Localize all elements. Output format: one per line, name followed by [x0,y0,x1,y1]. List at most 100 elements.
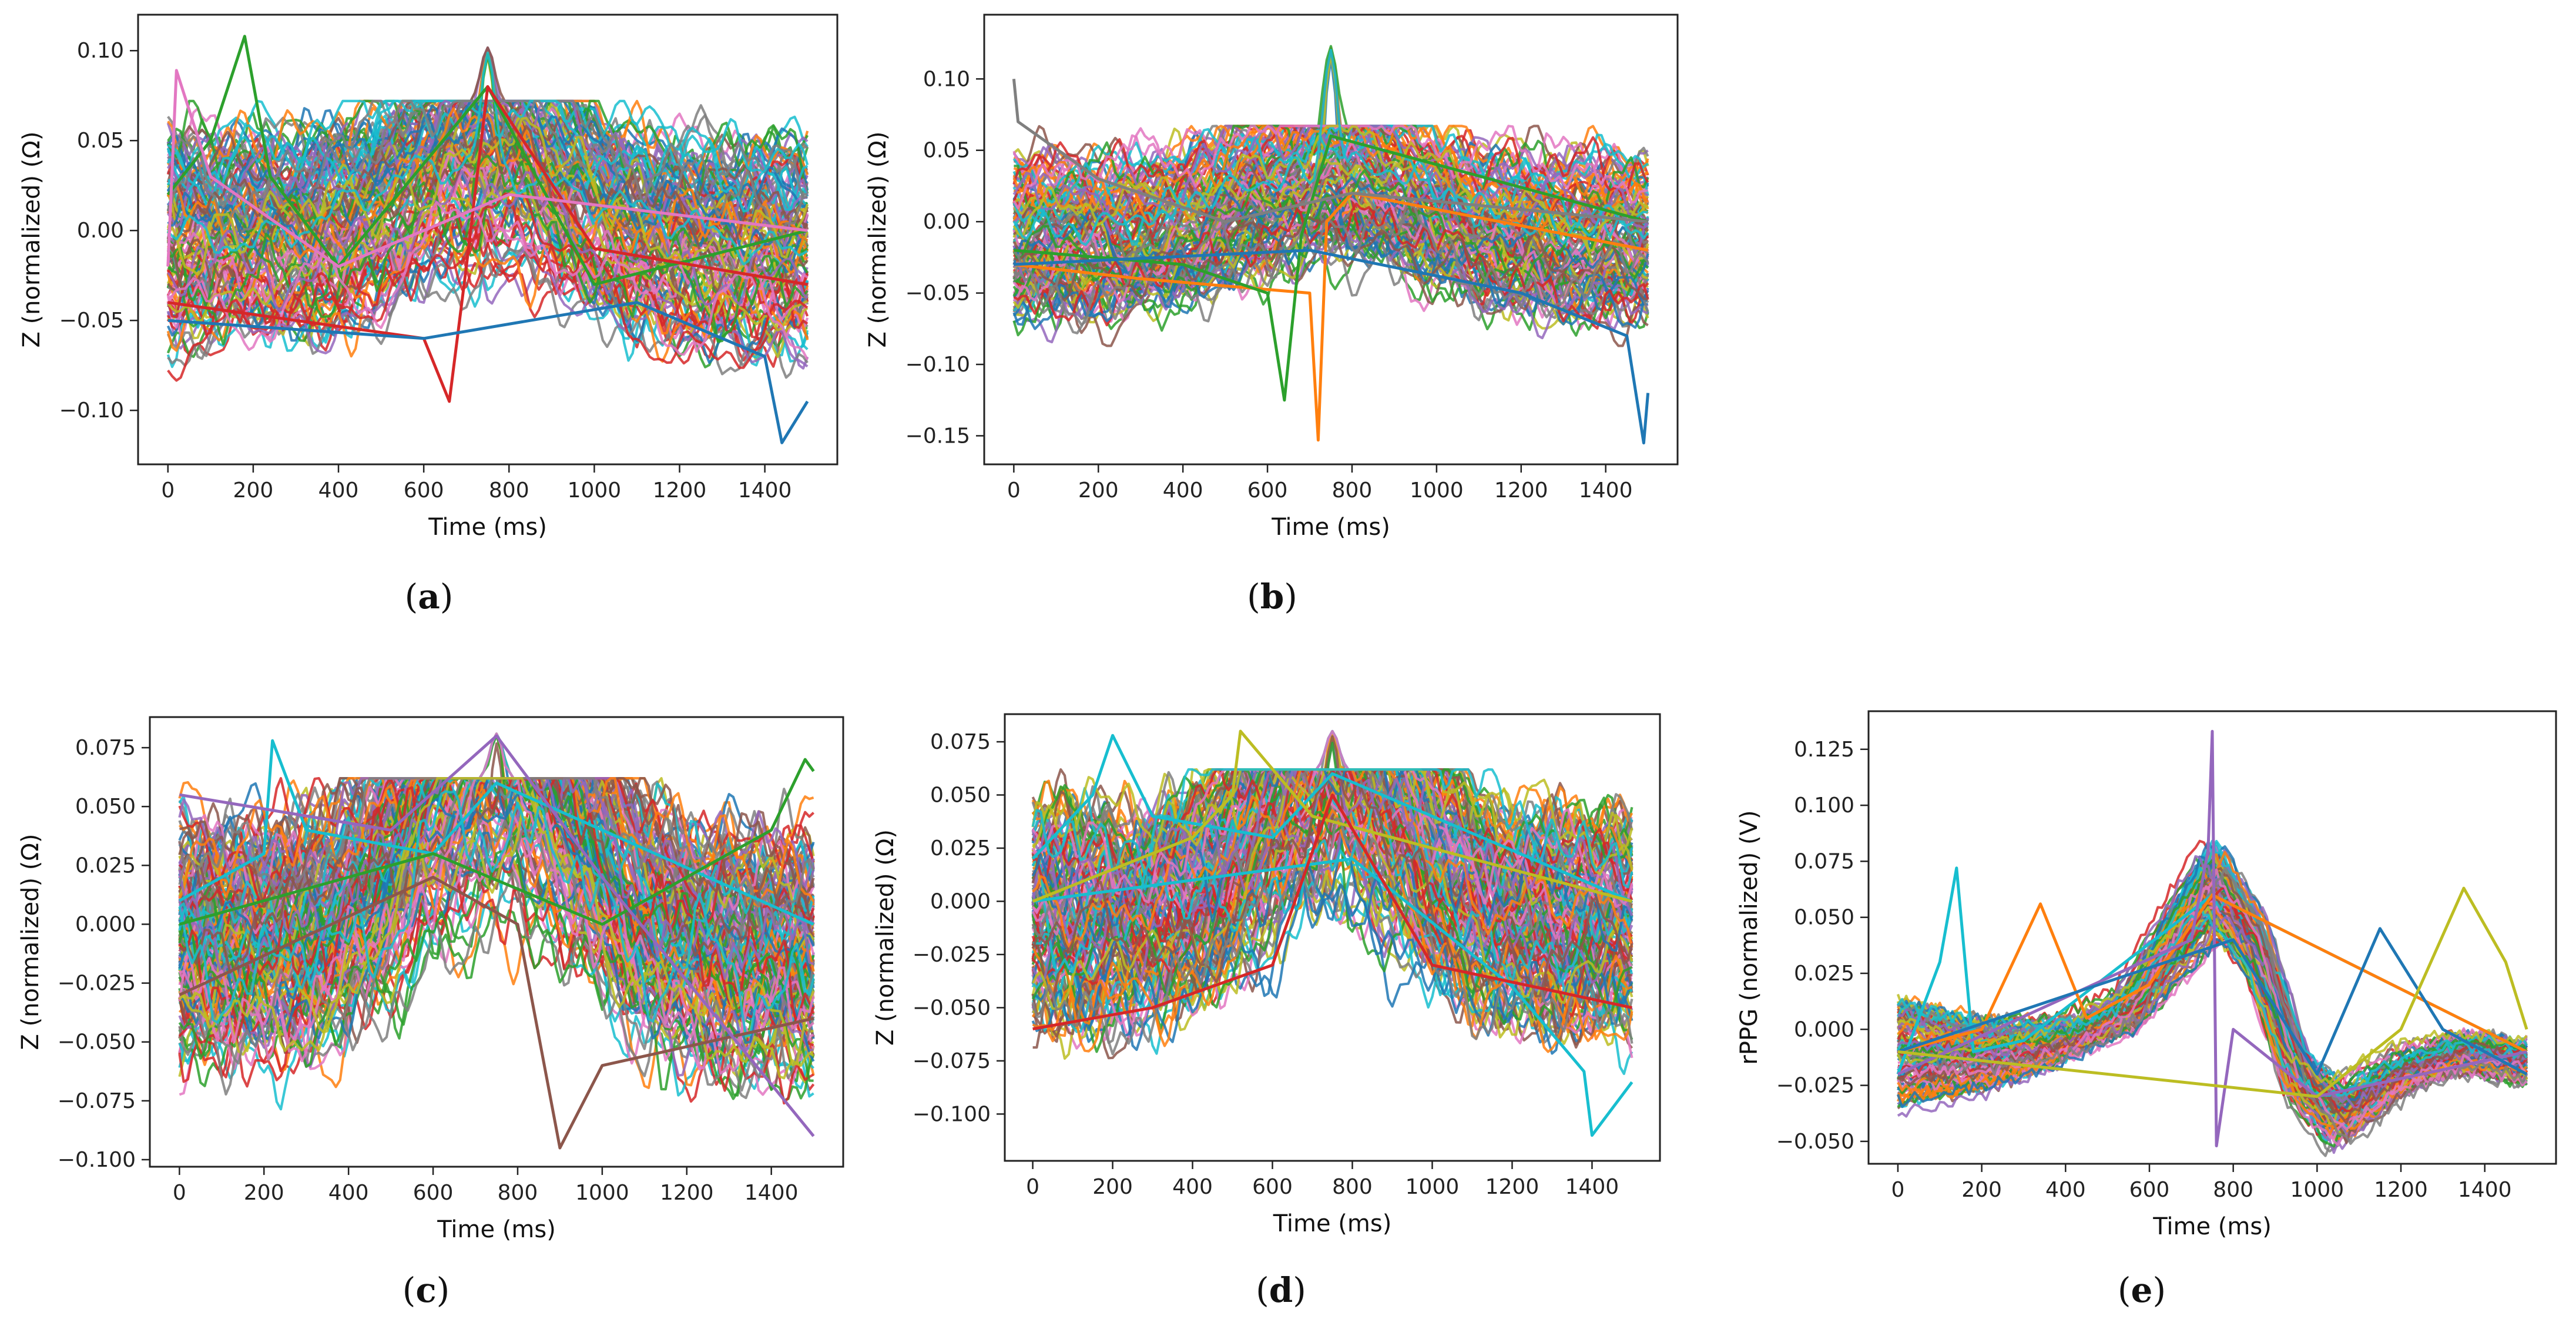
panel-a: 0 200 400 600 800 1000 1200 1400 −0.10 −0.05 0.00 0… [18,14,838,617]
series-line [1031,768,1634,992]
x-tick-label: 600 [2129,1178,2170,1202]
x-tick-label: 600 [413,1181,454,1205]
x-tick-label: 1400 [744,1181,799,1205]
y-axis-label: Z (normalized) (Ω) [18,131,45,347]
x-tick-label: 1200 [653,478,707,503]
x-tick-label: 800 [1332,478,1373,503]
series-line [167,170,809,313]
x-tick-label: 800 [2213,1178,2253,1202]
outlier-series-line [1032,729,1633,903]
outlier-series-line [1897,729,2527,1147]
outlier-series-line [1032,793,1632,1031]
x-tick-label: 0 [161,478,175,503]
panel-b: 0 200 400 600 800 1000 1200 1400 −0.15 −0.10 −0.05… [864,14,1679,617]
outlier-series-line [1012,79,1648,223]
outlier-series-line [1897,893,2528,1053]
y-tick-label: 0.050 [1794,906,1854,930]
y-tick-label: 0.025 [930,836,991,860]
panel-caption: (b) [1247,577,1297,617]
x-axis-label: Time (ms) [1271,514,1390,541]
outlier-series-line [1897,886,2528,1099]
series-line [1013,202,1649,330]
outlier-series-line [179,734,815,1137]
y-tick-label: −0.05 [59,309,124,333]
series-line [1032,804,1634,984]
panel-d: 0 200 400 600 800 1000 1200 1400 −0.100 −0.075 −0.… [872,713,1661,1310]
outlier-series-line [179,875,814,1150]
series-group [178,732,815,1150]
outlier-series-line [1014,134,1649,402]
series-line [167,192,809,332]
x-tick-label: 1200 [1485,1175,1539,1199]
series-line [1012,156,1649,235]
y-tick-label: −0.075 [58,1089,136,1113]
panel-c: 0 200 400 600 800 1000 1200 1400 −0.100 −0.075 −0.… [17,716,844,1310]
series-line [1897,902,2528,1097]
y-axis-label: Z (normalized) (Ω) [17,833,44,1050]
series-line [1031,817,1634,1056]
x-tick-label: 1400 [1565,1175,1619,1199]
outlier-series-line [167,301,809,444]
y-tick-label: 0.050 [930,783,991,808]
panel-caption: (e) [2118,1270,2166,1310]
x-axis-label: Time (ms) [437,1216,556,1243]
x-tick-label: 0 [173,1181,186,1205]
x-tick-label: 1200 [660,1181,714,1205]
axes-frame [983,14,1679,466]
x-axis-label: Time (ms) [1273,1210,1392,1237]
x-tick-label: 1400 [2458,1178,2512,1202]
series-line [166,99,808,247]
y-tick-label: −0.050 [58,1030,136,1054]
x-tick-label: 200 [233,478,274,503]
y-tick-label: −0.075 [913,1049,991,1073]
series-line [1032,833,1634,1055]
x-tick-label: 400 [328,1181,369,1205]
x-tick-label: 1000 [1406,1175,1460,1199]
series-line [1031,768,1633,926]
y-tick-label: 0.00 [923,210,970,234]
series-line [1012,141,1649,311]
series-group [1031,729,1634,1137]
x-tick-label: 400 [2045,1178,2086,1202]
y-axis-label: Z (normalized) (Ω) [872,829,899,1046]
series-group [1012,45,1650,445]
x-tick-label: 1400 [738,478,792,503]
series-line [167,99,809,273]
outlier-series-line [1032,857,1634,1137]
outlier-series-line [166,35,808,286]
outlier-series-line [179,739,814,926]
x-tick-label: 200 [1078,478,1119,503]
x-tick-label: 600 [1252,1175,1293,1199]
y-tick-label: 0.00 [77,219,124,243]
x-tick-label: 400 [318,478,359,503]
x-tick-label: 400 [1172,1175,1213,1199]
y-tick-label: 0.050 [75,795,136,819]
x-tick-label: 1400 [1579,478,1633,503]
outlier-series-line [166,69,808,268]
x-tick-label: 0 [1007,478,1021,503]
y-tick-label: −0.050 [913,996,991,1020]
series-line [179,811,814,1056]
y-tick-label: 0.000 [1794,1017,1854,1042]
y-tick-label: 0.000 [930,889,991,913]
x-tick-label: 200 [244,1181,284,1205]
x-tick-label: 1000 [568,478,622,503]
x-tick-label: 1000 [2290,1178,2344,1202]
x-tick-label: 1200 [1494,478,1548,503]
y-tick-label: −0.100 [58,1148,136,1172]
series-line [166,107,809,274]
series-line [167,46,808,236]
y-tick-label: −0.025 [913,943,991,967]
y-tick-label: 0.10 [77,39,124,63]
series-line [1897,866,2528,1145]
y-tick-label: −0.100 [913,1102,991,1126]
y-tick-label: −0.05 [905,282,970,306]
y-axis-label: rPPG (normalized) (V) [1736,810,1763,1064]
y-tick-label: 0.05 [923,139,970,163]
series-line [1031,768,1634,1049]
series-line [1012,48,1648,246]
x-tick-label: 1200 [2374,1178,2428,1202]
y-tick-label: −0.050 [1776,1130,1854,1154]
series-group [166,35,809,444]
